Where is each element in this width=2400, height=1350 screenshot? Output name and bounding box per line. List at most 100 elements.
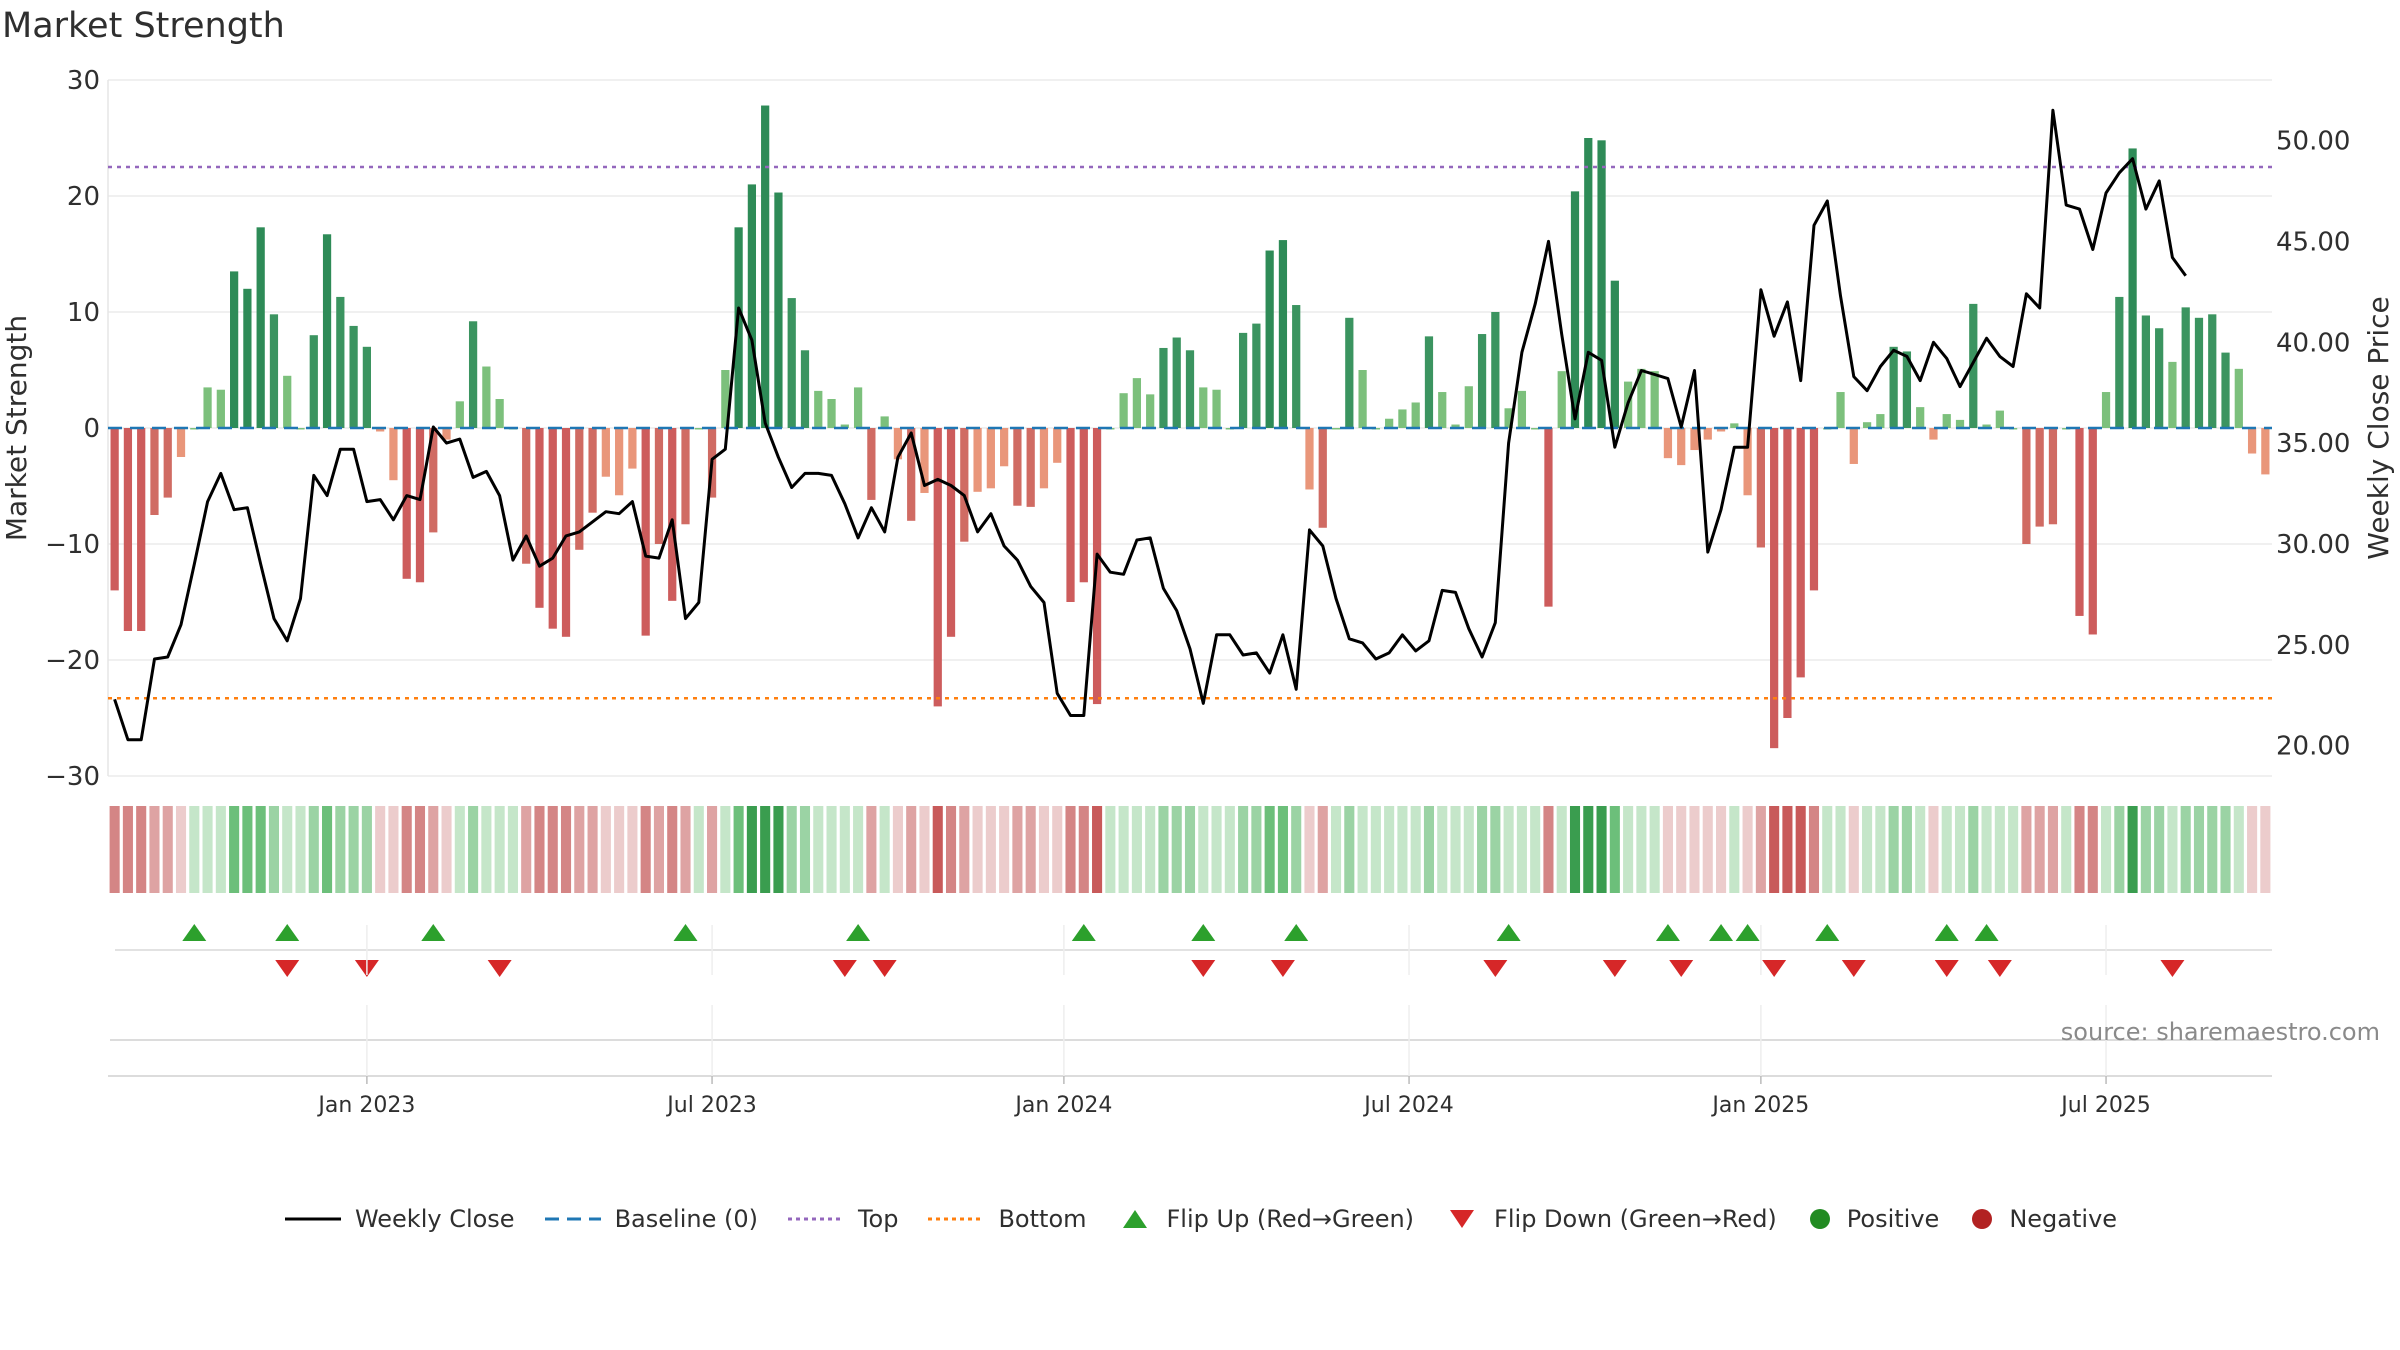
strength-bar-negative — [137, 428, 146, 631]
strength-bar-positive — [495, 399, 504, 428]
legend-label: Bottom — [998, 1205, 1087, 1233]
heat-cell — [1304, 806, 1315, 893]
strength-bar-positive — [1504, 408, 1513, 428]
heat-cell — [2220, 806, 2231, 893]
heat-cell — [733, 806, 744, 893]
strength-bar-negative — [1809, 428, 1819, 591]
heat-cell — [1662, 806, 1673, 893]
heat-cell — [1211, 806, 1222, 893]
heat-cell — [547, 806, 558, 893]
y-tick-label: 10 — [67, 298, 100, 328]
heat-cell — [627, 806, 638, 893]
strength-bar-negative — [1929, 428, 1938, 440]
heat-cell — [534, 806, 545, 893]
strength-bar-negative — [402, 428, 411, 579]
flip-down-marker — [832, 960, 857, 977]
strength-bar-positive — [1438, 392, 1447, 428]
flip-down-marker — [1841, 960, 1866, 977]
legend-item-bottom[interactable]: Bottom — [926, 1205, 1087, 1233]
heat-cell — [189, 806, 200, 893]
heat-cell — [1968, 806, 1979, 893]
heat-cell — [335, 806, 346, 893]
heat-cell — [1689, 806, 1700, 893]
strength-bar-positive — [2155, 328, 2164, 428]
heat-cell — [1994, 806, 2005, 893]
heat-cell — [1715, 806, 1727, 893]
flip-up-marker — [1934, 924, 1959, 941]
heat-cell — [1370, 806, 1381, 893]
heat-cell — [972, 806, 983, 893]
y2-axis-label: Weekly Close Price — [2362, 296, 2395, 559]
heat-cell — [215, 806, 226, 893]
heat-cell — [1596, 806, 1607, 893]
legend-label: Flip Down (Green→Red) — [1494, 1205, 1777, 1233]
heat-cell — [1490, 806, 1501, 893]
strength-bar-positive — [2181, 307, 2190, 428]
strength-bar-positive — [2141, 315, 2150, 428]
strength-bar-negative — [163, 428, 172, 498]
legend-item-flipup[interactable]: Flip Up (Red→Green) — [1115, 1205, 1414, 1233]
x-tick-label: Jan 2023 — [316, 1093, 415, 1118]
heat-cell — [2193, 806, 2205, 893]
strength-bar-positive — [774, 192, 783, 428]
strength-bar-positive — [2115, 296, 2124, 428]
y2-tick-label: 25.00 — [2276, 631, 2350, 661]
strength-bar-positive — [1730, 423, 1739, 428]
heat-cell — [1078, 806, 1089, 893]
strength-bar-positive — [1199, 387, 1208, 428]
flip-up-marker — [421, 924, 446, 941]
legend-dotted-icon — [787, 1217, 844, 1221]
heat-cell — [162, 806, 173, 893]
strength-bar-negative — [442, 428, 451, 440]
heat-cell — [136, 806, 147, 893]
legend-item-close[interactable]: Weekly Close — [283, 1205, 515, 1233]
heat-cell — [879, 806, 890, 893]
flip-up-marker — [275, 924, 300, 941]
strength-bar-positive — [269, 314, 279, 428]
heat-cell — [707, 806, 718, 893]
heat-cell — [1145, 806, 1156, 893]
heat-cell — [1330, 806, 1342, 893]
strength-bar-positive — [1610, 280, 1619, 428]
legend-item-top[interactable]: Top — [786, 1205, 898, 1233]
dot-red-icon — [1972, 1209, 1993, 1229]
strength-bar-positive — [1331, 428, 1341, 430]
legend-item-baseline[interactable]: Baseline (0) — [543, 1205, 758, 1233]
heat-cell — [494, 806, 505, 893]
flip-down-marker — [275, 960, 300, 977]
heat-cell — [454, 806, 465, 893]
strength-bar-positive — [2128, 148, 2137, 428]
heat-cell — [468, 806, 479, 893]
strength-bar-positive — [1238, 332, 1248, 428]
reference-lines — [108, 165, 2272, 700]
strength-bar-negative — [2035, 428, 2044, 527]
heat-cell — [680, 806, 691, 893]
heat-cell — [2074, 806, 2085, 893]
x-tick-label: Jan 2025 — [1710, 1093, 1809, 1118]
heat-cell — [1384, 806, 1395, 893]
strength-bar-positive — [1292, 305, 1301, 428]
heat-cell — [2008, 806, 2019, 893]
y-tick-label: −20 — [45, 646, 100, 676]
heat-cell — [1224, 806, 1235, 893]
heat-cell — [959, 806, 970, 893]
heat-cell — [1649, 806, 1660, 893]
strength-bar-negative — [548, 428, 557, 629]
heat-cell — [1357, 806, 1368, 893]
strength-bar-negative — [893, 428, 903, 460]
heat-cell — [1928, 806, 1939, 893]
legend-item-flipdown[interactable]: Flip Down (Green→Red) — [1442, 1205, 1777, 1233]
flip-down-marker — [1602, 960, 1627, 977]
strength-bar-positive — [1916, 407, 1925, 428]
y-tick-label: 30 — [67, 66, 100, 96]
strength-bar-negative — [1663, 428, 1673, 459]
legend-dotted-icon — [928, 1217, 985, 1221]
heat-cell — [813, 806, 824, 893]
strength-bar-negative — [561, 428, 571, 637]
heat-cell — [945, 806, 957, 893]
legend-item-positive[interactable]: Positive — [1805, 1205, 1939, 1233]
legend-item-negative[interactable]: Negative — [1967, 1205, 2117, 1233]
y2-tick-label: 20.00 — [2276, 732, 2350, 762]
x-tick-label: Jul 2025 — [2059, 1093, 2151, 1118]
heat-cell — [2087, 806, 2098, 893]
